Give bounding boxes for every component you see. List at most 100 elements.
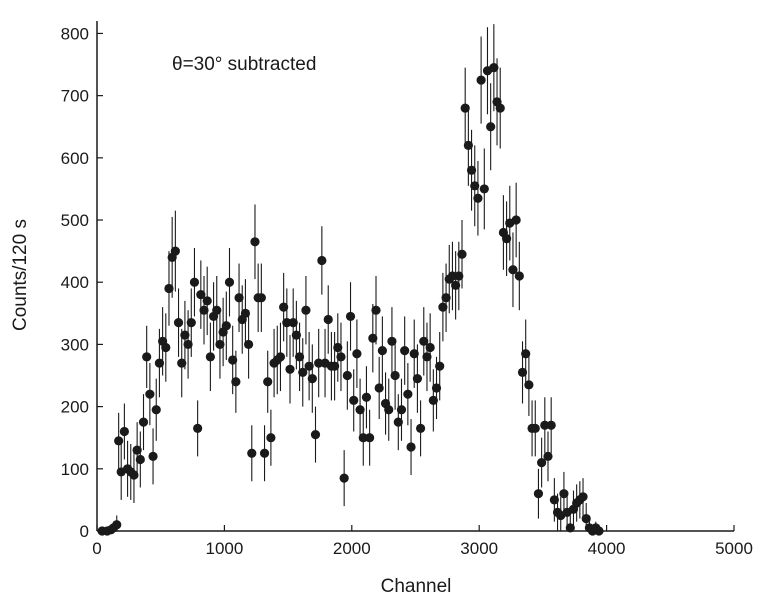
data-points xyxy=(97,63,604,536)
data-point xyxy=(422,352,432,362)
data-point xyxy=(240,308,251,318)
data-point xyxy=(256,293,266,303)
data-point xyxy=(511,215,521,225)
data-point xyxy=(352,349,362,359)
data-point xyxy=(228,355,238,365)
data-point xyxy=(431,383,442,393)
data-point xyxy=(358,433,368,443)
x-tick-label: 5000 xyxy=(715,539,753,558)
data-point xyxy=(173,318,184,328)
data-point xyxy=(221,321,231,331)
x-axis-label: Channel xyxy=(381,576,452,597)
y-tick-label: 200 xyxy=(61,398,89,417)
y-tick-label: 700 xyxy=(61,87,89,106)
data-point xyxy=(514,271,524,281)
data-point xyxy=(549,495,559,505)
data-point xyxy=(463,140,473,150)
x-tick-label: 0 xyxy=(92,539,101,558)
data-point xyxy=(387,336,397,346)
y-tick-label: 300 xyxy=(61,335,89,354)
data-point xyxy=(470,181,480,191)
data-point xyxy=(412,374,423,384)
data-point xyxy=(202,296,212,306)
data-point xyxy=(298,367,308,378)
data-point xyxy=(396,405,407,415)
y-tick-label: 0 xyxy=(80,522,89,541)
data-point xyxy=(489,63,499,73)
data-point xyxy=(193,423,203,433)
data-point xyxy=(129,470,139,480)
data-point xyxy=(161,342,171,353)
data-point xyxy=(451,280,461,290)
data-point xyxy=(533,489,544,499)
data-point xyxy=(425,342,435,353)
x-tick-label: 2000 xyxy=(333,539,371,558)
data-point xyxy=(154,358,165,368)
data-point xyxy=(384,405,394,415)
y-tick-label: 400 xyxy=(61,273,89,292)
data-point xyxy=(508,265,518,275)
data-point xyxy=(148,451,158,461)
data-point xyxy=(406,442,416,452)
data-point xyxy=(205,352,215,362)
data-point xyxy=(428,395,438,405)
data-point xyxy=(390,370,400,381)
x-tick-label: 3000 xyxy=(460,539,498,558)
data-point xyxy=(336,352,346,362)
data-point xyxy=(447,271,458,281)
data-point xyxy=(495,103,505,113)
data-point xyxy=(323,314,333,325)
data-point xyxy=(304,361,314,371)
data-point xyxy=(540,420,550,430)
data-point xyxy=(349,395,359,405)
data-point xyxy=(419,336,429,346)
axes xyxy=(96,21,734,532)
data-point xyxy=(291,330,301,340)
data-point xyxy=(151,405,161,415)
data-point xyxy=(314,358,324,368)
data-point xyxy=(186,318,196,328)
x-tick-label: 4000 xyxy=(588,539,626,558)
data-point xyxy=(339,473,349,483)
data-point xyxy=(224,277,235,287)
data-point xyxy=(415,423,426,433)
data-point xyxy=(317,255,327,266)
data-point xyxy=(263,377,273,387)
data-point xyxy=(521,349,531,359)
data-point xyxy=(355,405,365,415)
data-point xyxy=(189,277,200,287)
data-point xyxy=(279,302,289,312)
data-point xyxy=(294,352,305,362)
data-point xyxy=(537,457,547,468)
data-point xyxy=(285,364,295,374)
data-point xyxy=(409,349,419,359)
data-point xyxy=(310,429,321,440)
data-point xyxy=(454,271,464,281)
data-point xyxy=(479,184,489,194)
data-point xyxy=(266,433,276,443)
y-tick-label: 800 xyxy=(61,24,89,43)
data-point xyxy=(361,392,372,402)
data-point xyxy=(460,103,470,113)
data-point xyxy=(374,383,384,393)
data-point xyxy=(275,352,286,362)
data-point xyxy=(301,305,311,315)
data-point xyxy=(119,426,129,437)
data-point xyxy=(307,374,317,384)
data-point xyxy=(212,305,222,315)
data-point xyxy=(138,417,149,427)
data-point xyxy=(342,370,352,381)
data-point xyxy=(330,361,340,371)
ticks: 0 100 200 300 400 500 600 700 800 0 1000 2000 3000 40… xyxy=(61,24,753,558)
data-point xyxy=(559,489,569,499)
error-bars xyxy=(101,24,600,531)
data-point xyxy=(333,342,343,353)
data-point xyxy=(581,513,591,524)
data-point xyxy=(231,377,241,387)
data-point xyxy=(288,318,298,328)
data-point xyxy=(371,305,381,315)
data-point xyxy=(403,389,413,399)
data-point xyxy=(441,293,451,303)
x-tick-label: 1000 xyxy=(205,539,243,558)
